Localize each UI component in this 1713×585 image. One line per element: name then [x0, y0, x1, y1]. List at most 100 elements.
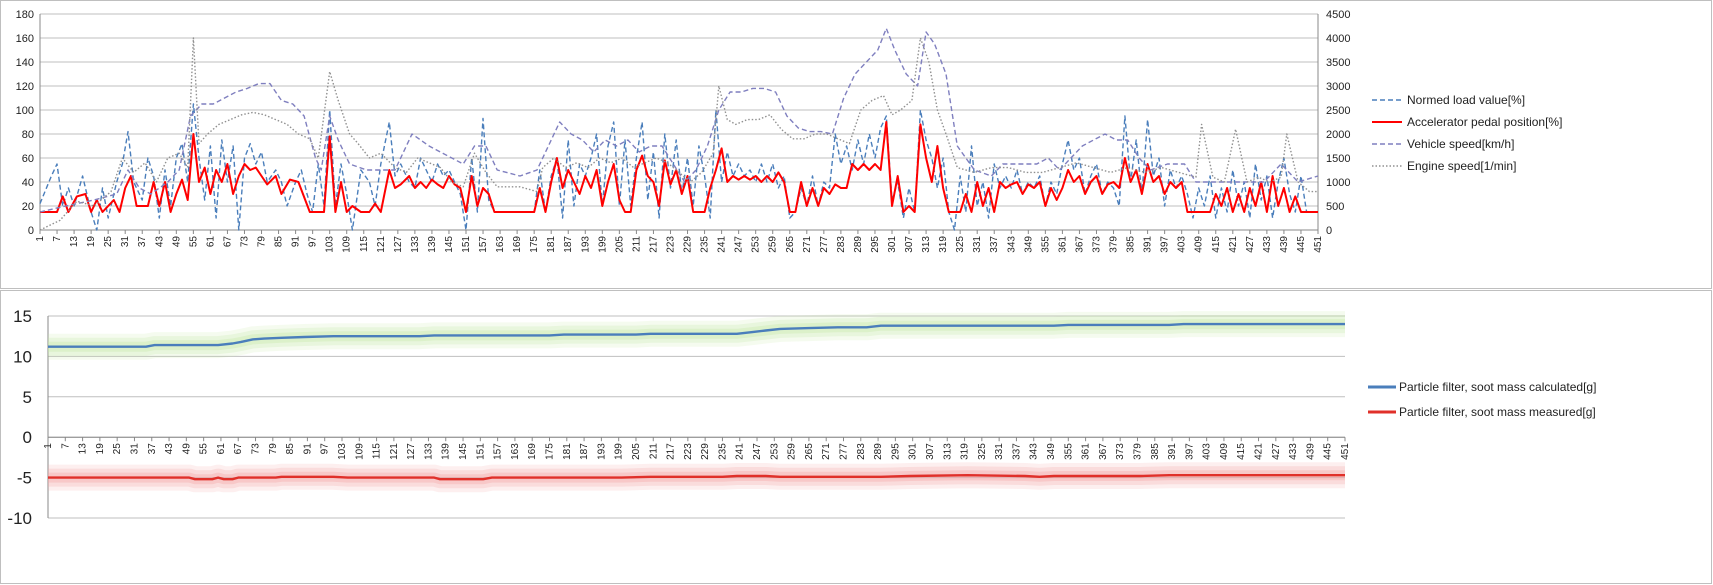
x-tick-label: 211 — [631, 236, 642, 252]
x-tick-label: 307 — [904, 236, 915, 253]
x-tick-label: 421 — [1254, 443, 1265, 460]
y-tick-label-left: 20 — [22, 201, 34, 213]
y-tick-label-left: 40 — [22, 177, 34, 189]
x-tick-label: 313 — [921, 236, 932, 253]
x-tick-label: 319 — [960, 443, 971, 460]
y-tick-label-right: 1000 — [1326, 177, 1350, 189]
chart-frame — [0, 0, 1712, 289]
y-tick-label-right: 0 — [1326, 225, 1332, 237]
x-tick-label: 109 — [342, 236, 353, 253]
x-tick-label: 121 — [376, 236, 387, 253]
x-tick-label: 139 — [427, 236, 438, 253]
x-tick-label: 19 — [95, 443, 106, 455]
x-tick-label: 325 — [977, 443, 988, 460]
x-tick-label: 55 — [188, 236, 199, 248]
x-tick-label: 37 — [137, 236, 148, 248]
x-tick-label: 145 — [444, 236, 455, 253]
x-tick-label: 361 — [1081, 443, 1092, 460]
series-line-0 — [48, 322, 1345, 348]
x-tick-label: 49 — [181, 443, 192, 455]
x-tick-label: 385 — [1150, 443, 1161, 460]
x-tick-label: 451 — [1340, 443, 1351, 460]
y-tick-label-left: 100 — [16, 105, 34, 117]
x-tick-label: 31 — [129, 443, 140, 455]
x-tick-label: 109 — [354, 443, 365, 460]
x-tick-label: 217 — [648, 236, 659, 253]
x-tick-label: 193 — [580, 236, 591, 253]
series-line-1 — [40, 121, 1318, 213]
x-tick-label: 151 — [475, 443, 486, 460]
x-tick-label: 79 — [268, 443, 279, 455]
x-tick-label: 415 — [1236, 443, 1247, 460]
x-tick-label: 13 — [69, 236, 80, 248]
x-tick-label: 331 — [972, 236, 983, 253]
x-tick-label: 223 — [665, 236, 676, 253]
legend-label-1: Accelerator pedal position[%] — [1407, 115, 1562, 129]
x-tick-label: 205 — [614, 236, 625, 253]
x-tick-label: 61 — [205, 236, 216, 248]
x-tick-label: 253 — [751, 236, 762, 253]
x-tick-label: 97 — [308, 236, 319, 248]
y-tick-label-left: 0 — [28, 225, 34, 237]
y-tick-label-right: 500 — [1326, 201, 1344, 213]
x-tick-label: 433 — [1288, 443, 1299, 460]
x-tick-label: 391 — [1167, 443, 1178, 460]
x-tick-label: 433 — [1262, 236, 1273, 253]
x-tick-label: 295 — [890, 443, 901, 460]
x-tick-label: 7 — [52, 236, 63, 242]
x-tick-label: 31 — [120, 236, 131, 248]
x-tick-label: 247 — [734, 236, 745, 253]
x-tick-label: 367 — [1074, 236, 1085, 253]
legend-label-0: Particle filter, soot mass calculated[g] — [1399, 380, 1596, 394]
y-tick-label-right: 1500 — [1326, 153, 1350, 165]
x-tick-label: 7 — [60, 443, 71, 449]
legend-label-3: Engine speed[1/min] — [1407, 159, 1516, 173]
x-tick-label: 277 — [838, 443, 849, 460]
x-tick-label: 163 — [495, 236, 506, 253]
x-tick-label: 427 — [1245, 236, 1256, 253]
x-tick-label: 187 — [563, 236, 574, 253]
x-tick-label: 295 — [870, 236, 881, 253]
x-tick-label: 97 — [320, 443, 331, 455]
x-tick-label: 181 — [562, 443, 573, 460]
x-tick-label: 397 — [1184, 443, 1195, 460]
x-tick-label: 211 — [648, 443, 659, 459]
x-tick-label: 151 — [461, 236, 472, 253]
x-tick-label: 127 — [406, 443, 417, 460]
x-tick-label: 445 — [1296, 236, 1307, 253]
x-tick-label: 271 — [802, 236, 813, 253]
x-tick-label: 217 — [666, 443, 677, 460]
x-tick-label: 385 — [1126, 236, 1137, 253]
x-tick-label: 169 — [527, 443, 538, 460]
series-line-1 — [48, 473, 1345, 481]
x-tick-label: 127 — [393, 236, 404, 253]
x-tick-label: 139 — [441, 443, 452, 460]
x-tick-label: 427 — [1271, 443, 1282, 460]
x-tick-label: 229 — [683, 236, 694, 253]
x-tick-label: 169 — [512, 236, 523, 253]
x-tick-label: 283 — [856, 443, 867, 460]
x-tick-label: 319 — [938, 236, 949, 253]
x-tick-label: 373 — [1115, 443, 1126, 460]
x-tick-label: 349 — [1046, 443, 1057, 460]
y-tick-label-right: 3500 — [1326, 57, 1350, 69]
legend-label-0: Normed load value[%] — [1407, 93, 1525, 107]
x-tick-label: 397 — [1160, 236, 1171, 253]
x-tick-label: 289 — [853, 236, 864, 253]
x-tick-label: 103 — [325, 236, 336, 253]
x-tick-label: 73 — [239, 236, 250, 248]
x-tick-label: 379 — [1109, 236, 1120, 253]
x-tick-label: 115 — [359, 236, 370, 252]
x-tick-label: 43 — [154, 236, 165, 248]
x-tick-label: 145 — [458, 443, 469, 460]
x-tick-label: 253 — [769, 443, 780, 460]
x-tick-label: 373 — [1091, 236, 1102, 253]
x-tick-label: 79 — [257, 236, 268, 248]
x-tick-label: 25 — [103, 236, 114, 248]
y-tick-label-right: 3000 — [1326, 81, 1350, 93]
x-tick-label: 19 — [86, 236, 97, 248]
x-tick-label: 223 — [683, 443, 694, 460]
series-line-0 — [39, 103, 1318, 231]
x-tick-label: 49 — [171, 236, 182, 248]
